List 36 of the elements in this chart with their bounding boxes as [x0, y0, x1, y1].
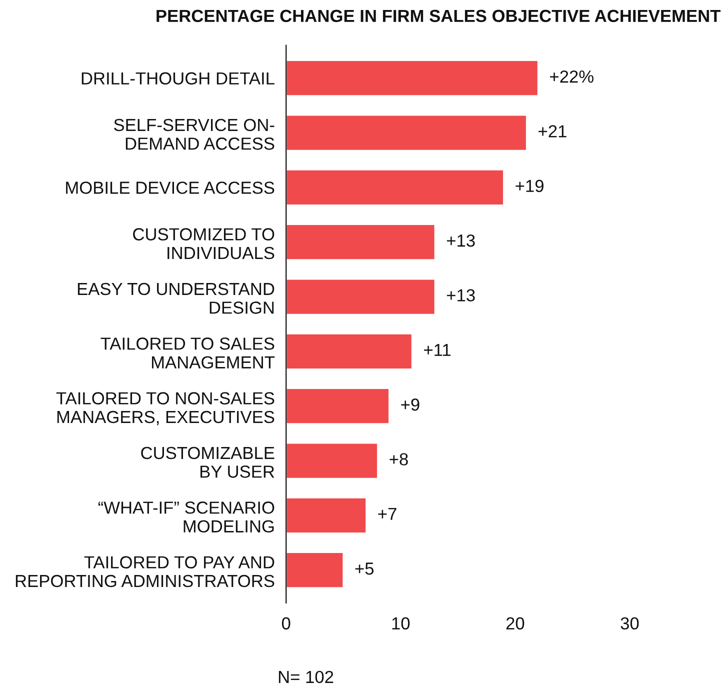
text: N= 102: [278, 670, 334, 684]
y-tick-label: CUSTOMIZED TO INDIVIDUALS: [133, 228, 274, 260]
y-tick-label: MOBILE DEVICE ACCESS: [66, 182, 274, 194]
bar: [286, 552, 344, 589]
chart-title: PERCENTAGE CHANGE IN FIRM SALES OBJECTIVE ACHIEVEMENT: [156, 10, 721, 22]
data-label: +21: [538, 125, 566, 138]
x-tick-label: 30: [620, 617, 639, 630]
y-tick-label: TAILORED TO PAY AND REPORTING ADMINISTRATORS: [16, 556, 274, 588]
bar: [286, 60, 539, 97]
bar: [286, 114, 528, 152]
bar: [286, 224, 436, 261]
data-label: +9: [401, 398, 420, 411]
data-label: +11: [424, 344, 451, 356]
bar: [286, 278, 436, 316]
x-tick-label: 10: [392, 617, 410, 630]
bar: [286, 388, 390, 425]
bar: [286, 168, 504, 206]
y-tick-label: SELF-SERVICE ON- DEMAND ACCESS: [114, 118, 274, 150]
data-label: +7: [378, 508, 396, 520]
bar: [286, 332, 413, 370]
data-label: +22%: [550, 70, 594, 83]
data-label: +13: [446, 289, 475, 302]
y-tick-label: “WHAT-IF” SCENARIO MODELING: [98, 502, 274, 533]
y-tick-label: TAILORED TO SALES MANAGEMENT: [100, 338, 275, 369]
y-tick-label: DRILL-THOUGH DETAIL: [82, 72, 274, 85]
bar: [286, 496, 367, 534]
bar: [286, 442, 378, 480]
x-tick-label: 0: [282, 617, 290, 630]
data-label: +13: [446, 234, 475, 247]
y-tick-label: CUSTOMIZABLE BY USER: [141, 446, 274, 478]
y-tick-label: EASY TO UNDERSTAND DESIGN: [78, 282, 274, 314]
data-label: +5: [355, 562, 374, 575]
data-label: +8: [390, 453, 408, 466]
data-label: +19: [516, 180, 544, 192]
x-tick-label: 20: [506, 617, 524, 630]
y-tick-label: TAILORED TO NON-SALES MANAGERS, EXECUTIVES: [56, 392, 274, 426]
